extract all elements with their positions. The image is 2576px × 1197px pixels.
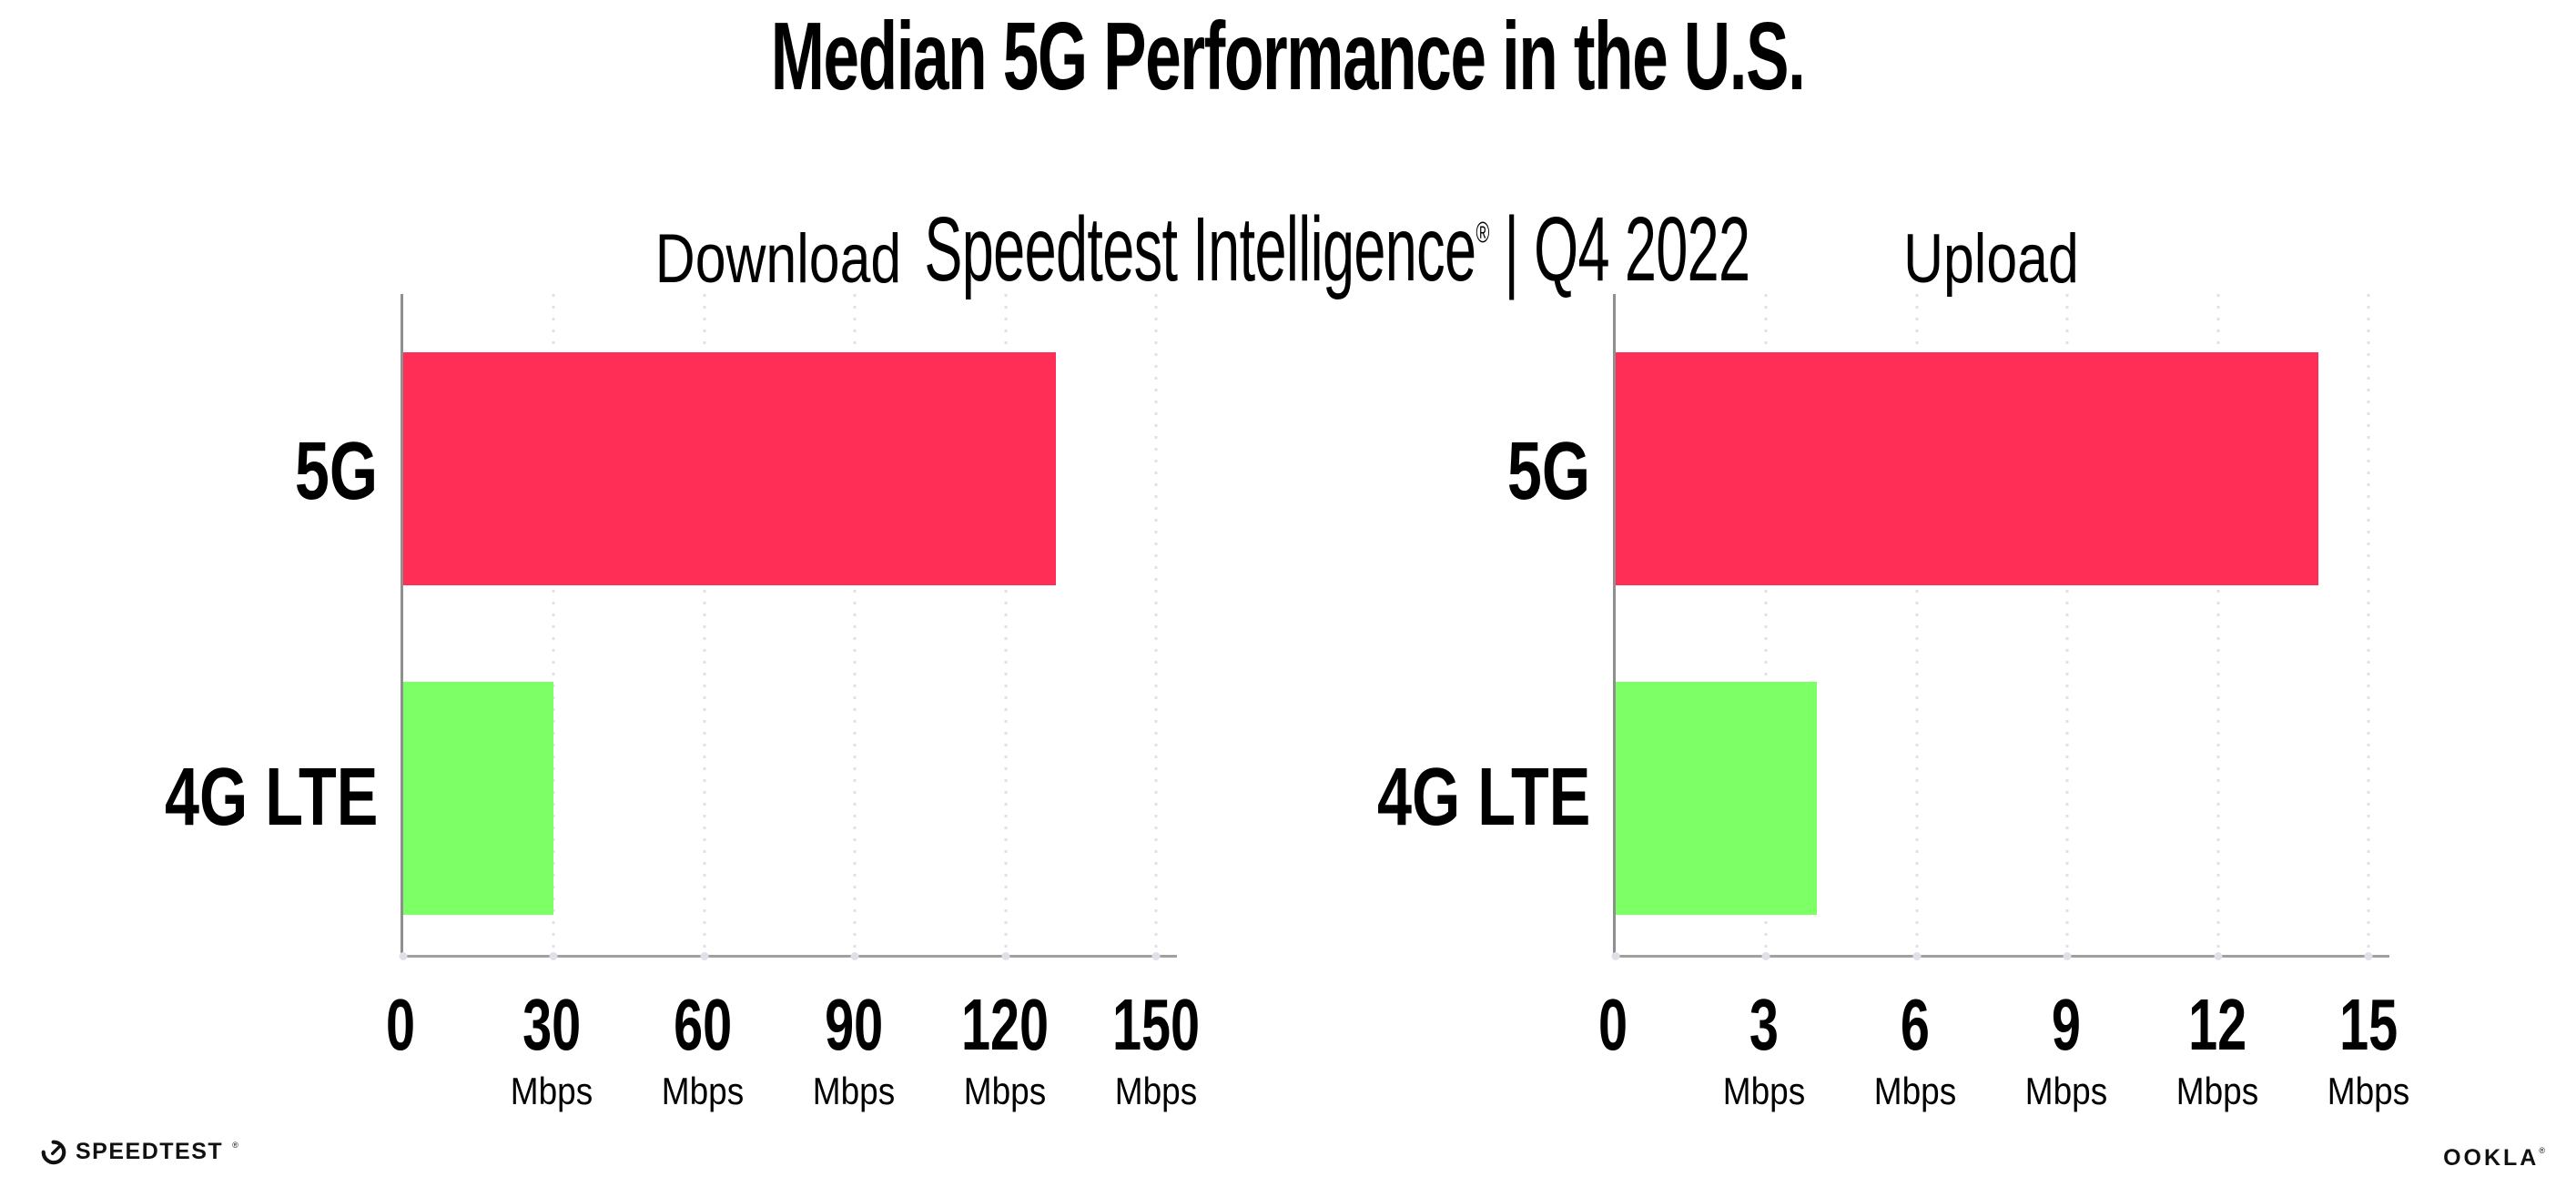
x-tick-unit: Mbps bbox=[812, 1070, 896, 1112]
x-tick-unit: Mbps bbox=[963, 1070, 1047, 1112]
subtitle-period: | Q4 2022 bbox=[1488, 198, 1750, 300]
download-plot-area bbox=[399, 294, 1177, 960]
gridline bbox=[1004, 294, 1008, 956]
axis-tick-dot bbox=[2214, 952, 2223, 960]
x-tick-6: 6 Mbps bbox=[1869, 989, 1962, 1111]
upload-chart-title: Upload bbox=[1902, 220, 2079, 298]
gridline bbox=[2216, 294, 2220, 956]
download-chart-body: 5G 4G LTE bbox=[59, 294, 1188, 960]
ookla-registered-mark: ® bbox=[2539, 1145, 2545, 1155]
gridline bbox=[2065, 294, 2069, 956]
x-tick-value: 0 bbox=[1597, 984, 1628, 1065]
gridline bbox=[552, 294, 555, 956]
upload-plot-area bbox=[1611, 294, 2389, 960]
axis-tick-dot bbox=[1611, 952, 1620, 960]
axis-tick-dot bbox=[700, 952, 709, 960]
axis-tick-dot bbox=[2063, 952, 2072, 960]
download-chart-title: Download bbox=[654, 220, 902, 298]
x-tick-value: 12 bbox=[2187, 984, 2247, 1065]
x-tick-60: 60 Mbps bbox=[656, 989, 750, 1111]
upload-chart-body: 5G 4G LTE bbox=[1272, 294, 2400, 960]
page-title: Median 5G Performance in the U.S. bbox=[0, 2, 2576, 112]
gridline bbox=[703, 294, 706, 956]
download-x-axis-line bbox=[401, 955, 1177, 958]
axis-tick-dot bbox=[549, 952, 558, 960]
x-tick-unit: Mbps bbox=[661, 1070, 745, 1112]
x-tick-15: 15 Mbps bbox=[2322, 989, 2416, 1111]
page-title-text: Median 5G Performance in the U.S. bbox=[771, 3, 1806, 110]
x-tick-value: 6 bbox=[1900, 984, 1931, 1065]
axis-tick-dot bbox=[850, 952, 859, 960]
x-tick-unit: Mbps bbox=[2024, 1070, 2108, 1112]
category-label-5g: 5G bbox=[294, 426, 378, 517]
x-tick-unit: Mbps bbox=[1722, 1070, 1806, 1112]
x-tick-30: 30 Mbps bbox=[505, 989, 599, 1111]
x-tick-value: 9 bbox=[2051, 984, 2082, 1065]
x-tick-value: 150 bbox=[1111, 984, 1201, 1065]
x-tick-value: 30 bbox=[522, 984, 582, 1065]
x-tick-value: 60 bbox=[673, 984, 733, 1065]
subtitle-brand: Speedtest Intelligence bbox=[924, 198, 1476, 300]
upload-chart: Upload 5G 4G LTE 0 3 Mbps 6 Mbps 9 Mbps 12 Mbps 1… bbox=[1272, 220, 2410, 1111]
category-label-4g-lte: 4G LTE bbox=[164, 752, 378, 843]
x-tick-unit: Mbps bbox=[2327, 1070, 2410, 1112]
download-chart: Download 5G 4G LTE 0 30 Mbps 60 Mbps 90 Mbps 12… bbox=[59, 220, 1200, 1111]
axis-tick-dot bbox=[399, 952, 408, 960]
x-tick-9: 9 Mbps bbox=[2020, 989, 2114, 1111]
gauge-needle bbox=[51, 1144, 62, 1155]
x-tick-120: 120 Mbps bbox=[944, 989, 1065, 1111]
ookla-wordmark: OOKLA bbox=[2443, 1145, 2540, 1171]
category-label-4g-lte: 4G LTE bbox=[1376, 752, 1590, 843]
x-tick-value: 15 bbox=[2338, 984, 2399, 1065]
axis-tick-dot bbox=[1761, 952, 1770, 960]
gridline bbox=[1915, 294, 1919, 956]
x-tick-unit: Mbps bbox=[1873, 1070, 1957, 1112]
download-x-axis-ticks: 0 30 Mbps 60 Mbps 90 Mbps 120 Mbps 150 Mbps bbox=[386, 956, 1200, 1111]
upload-bar-4g-lte bbox=[1616, 682, 1817, 915]
axis-tick-dot bbox=[1001, 952, 1010, 960]
download-bar-4g-lte bbox=[403, 682, 554, 915]
upload-x-axis-line bbox=[1613, 955, 2389, 958]
x-tick-value: 0 bbox=[385, 984, 416, 1065]
speedtest-gauge-icon bbox=[41, 1140, 66, 1165]
x-tick-value: 120 bbox=[960, 984, 1050, 1065]
x-tick-3: 3 Mbps bbox=[1718, 989, 1811, 1111]
x-tick-0: 0 bbox=[1593, 989, 1634, 1061]
x-tick-value: 3 bbox=[1749, 984, 1780, 1065]
speedtest-logo: SPEEDTEST ® bbox=[40, 1138, 238, 1165]
gridline bbox=[1764, 294, 1768, 956]
speedtest-registered-mark: ® bbox=[232, 1141, 238, 1150]
x-tick-90: 90 Mbps bbox=[807, 989, 901, 1111]
upload-category-labels: 5G 4G LTE bbox=[1272, 294, 1613, 956]
page-subtitle: Speedtest Intelligence® | Q4 2022 bbox=[0, 93, 2576, 407]
upload-bar-5g bbox=[1616, 352, 2318, 585]
gridline bbox=[853, 294, 857, 956]
speedtest-wordmark: SPEEDTEST bbox=[76, 1138, 224, 1164]
category-label-5g: 5G bbox=[1506, 426, 1590, 517]
x-tick-150: 150 Mbps bbox=[1095, 989, 1216, 1111]
ookla-logo: OOKLA® bbox=[2443, 1145, 2545, 1172]
x-tick-0: 0 bbox=[380, 989, 421, 1061]
axis-tick-dot bbox=[2364, 952, 2373, 960]
axis-tick-dot bbox=[1151, 952, 1161, 960]
x-tick-12: 12 Mbps bbox=[2171, 989, 2265, 1111]
download-bar-5g bbox=[403, 352, 1056, 585]
x-tick-value: 90 bbox=[824, 984, 884, 1065]
page-subtitle-text: Speedtest Intelligence® | Q4 2022 bbox=[924, 198, 1750, 302]
registered-trademark-symbol: ® bbox=[1476, 215, 1489, 249]
gridline bbox=[1154, 294, 1158, 956]
x-tick-unit: Mbps bbox=[1114, 1070, 1198, 1112]
gridline bbox=[2367, 294, 2370, 956]
x-tick-unit: Mbps bbox=[2175, 1070, 2259, 1112]
x-tick-unit: Mbps bbox=[510, 1070, 593, 1112]
download-category-labels: 5G 4G LTE bbox=[59, 294, 401, 956]
upload-x-axis-ticks: 0 3 Mbps 6 Mbps 9 Mbps 12 Mbps 15 Mbps bbox=[1598, 956, 2409, 1111]
axis-tick-dot bbox=[1912, 952, 1922, 960]
